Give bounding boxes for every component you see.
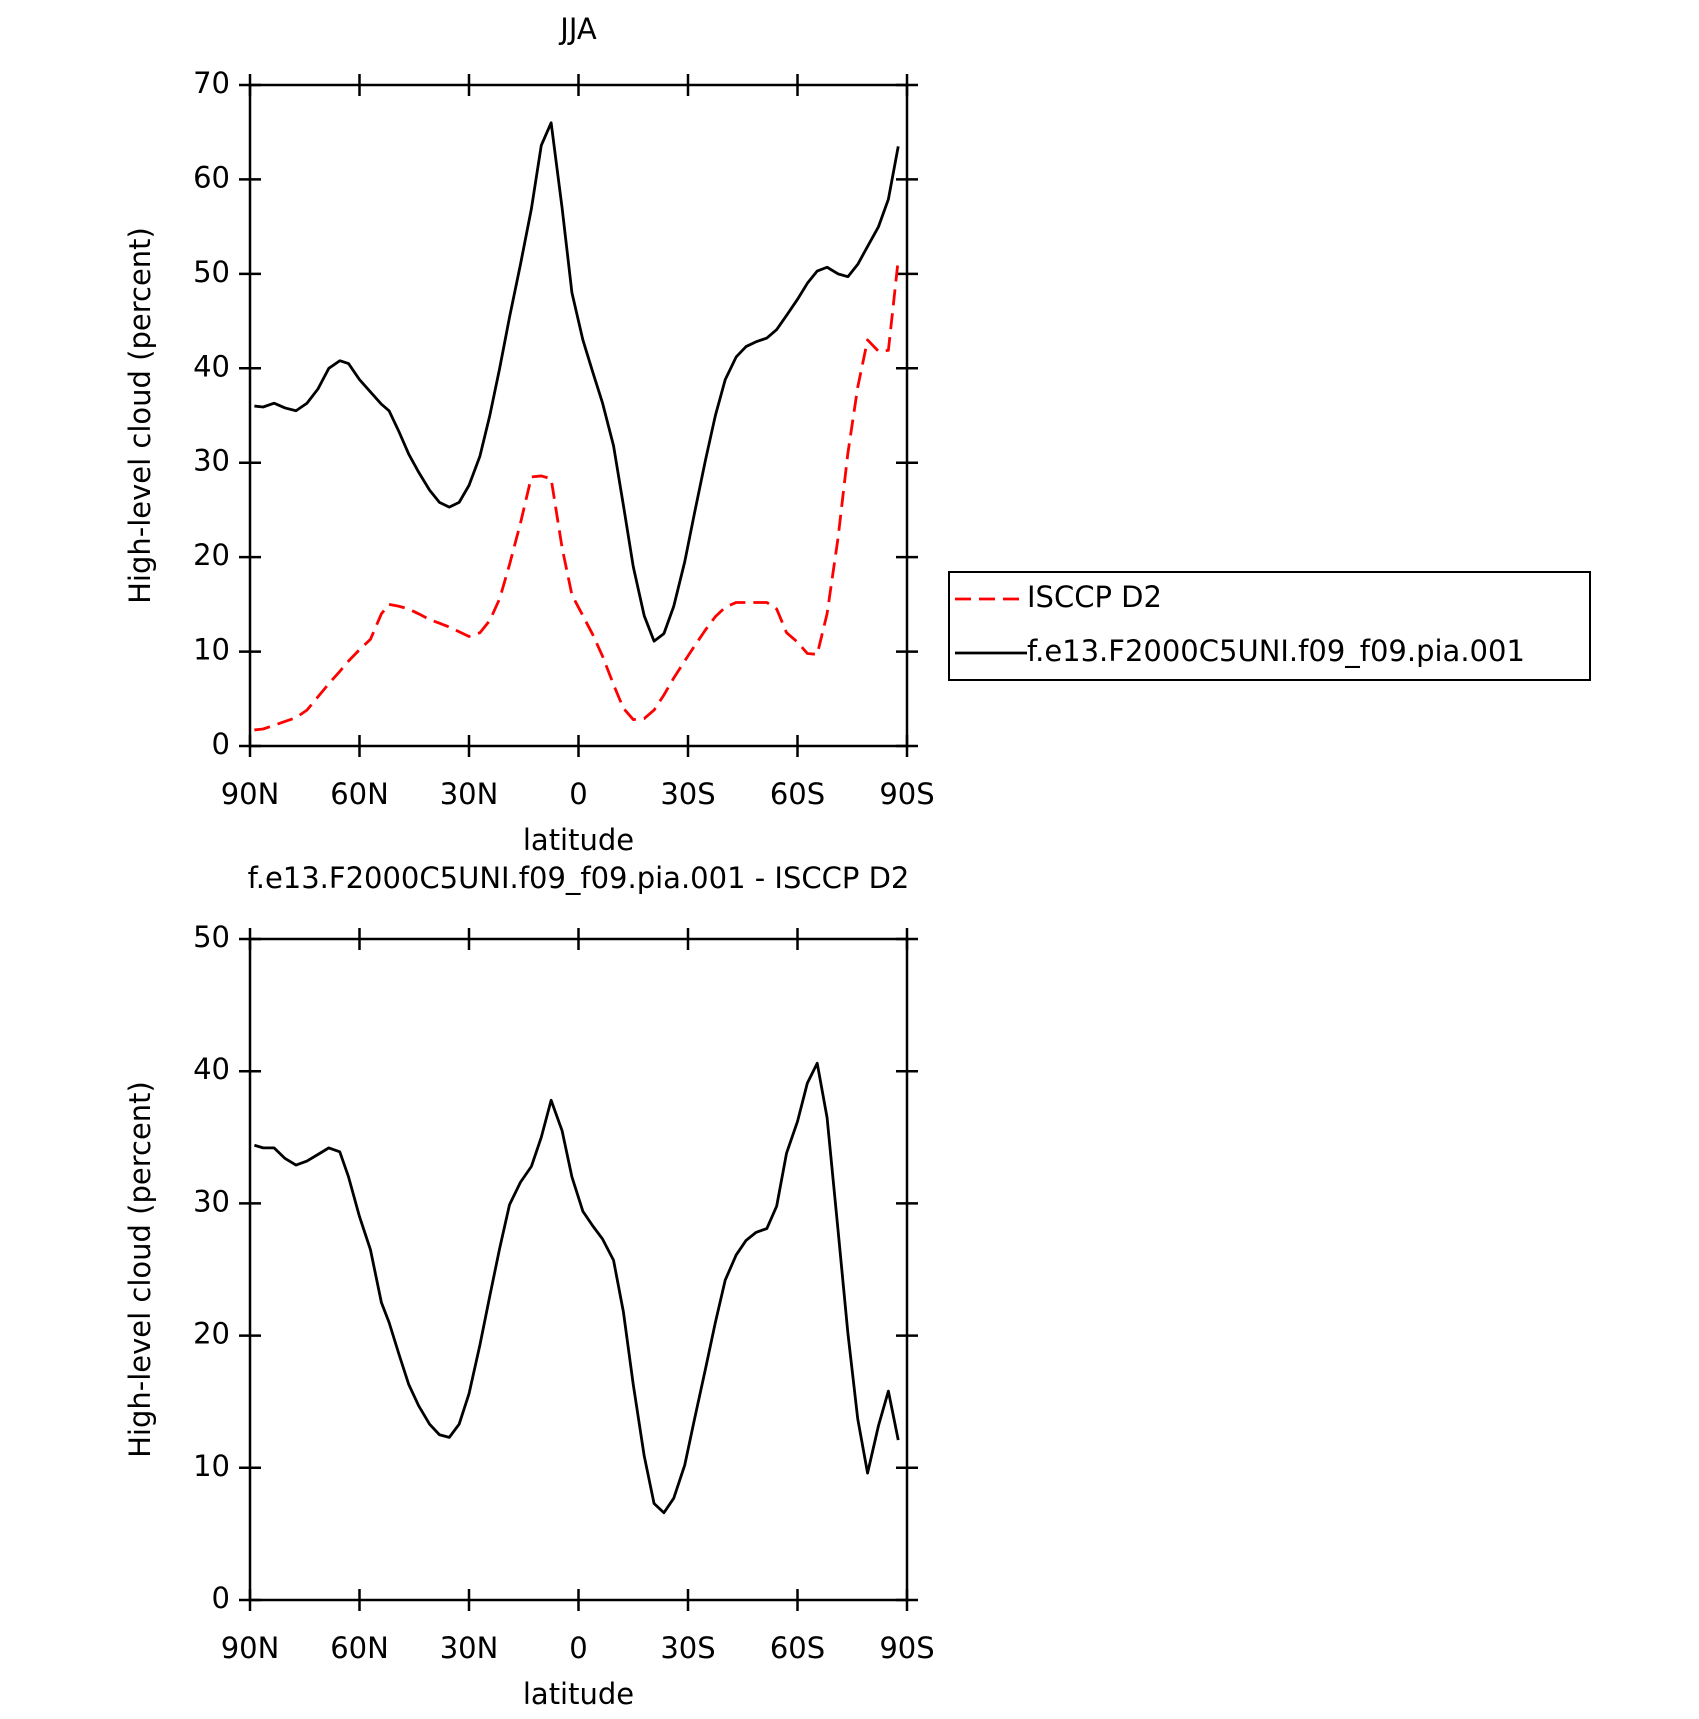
chart-title: f.e13.F2000C5UNI.f09_f09.pia.001 - ISCCP… xyxy=(248,861,910,895)
data-line xyxy=(254,121,900,643)
y-tick-label: 40 xyxy=(193,349,230,383)
x-tick-label: 60N xyxy=(330,1631,389,1665)
y-tick-label: 0 xyxy=(212,1581,230,1615)
legend-box xyxy=(948,571,1591,681)
x-tick-label: 0 xyxy=(569,1631,587,1665)
y-axis-label: High-level cloud (percent) xyxy=(123,1081,157,1458)
chart-title: JJA xyxy=(558,12,597,46)
x-tick-label: 90S xyxy=(879,1631,934,1665)
x-tick-label: 0 xyxy=(569,777,587,811)
x-tick-label: 90N xyxy=(221,1631,280,1665)
y-tick-label: 10 xyxy=(193,633,230,667)
x-axis-label: latitude xyxy=(523,823,634,857)
x-tick-label: 60N xyxy=(330,777,389,811)
y-tick-label: 20 xyxy=(193,538,230,572)
y-tick-label: 40 xyxy=(193,1052,230,1086)
x-tick-label: 30N xyxy=(440,777,499,811)
x-tick-label: 90N xyxy=(221,777,280,811)
y-tick-label: 70 xyxy=(193,66,230,100)
y-tick-label: 20 xyxy=(193,1317,230,1351)
x-tick-label: 30S xyxy=(660,1631,715,1665)
y-tick-label: 10 xyxy=(193,1449,230,1483)
x-tick-label: 30N xyxy=(440,1631,499,1665)
y-tick-label: 30 xyxy=(193,1184,230,1218)
x-tick-label: 90S xyxy=(879,777,934,811)
y-axis-label: High-level cloud (percent) xyxy=(123,227,157,604)
legend-label: ISCCP D2 xyxy=(1027,580,1162,614)
x-tick-label: 60S xyxy=(770,1631,825,1665)
y-tick-label: 30 xyxy=(193,444,230,478)
legend: ISCCP D2 f.e13.F2000C5UNI.f09_f09.pia.001 xyxy=(948,571,1591,681)
y-tick-label: 50 xyxy=(193,255,230,289)
x-tick-label: 30S xyxy=(660,777,715,811)
data-line xyxy=(254,259,900,732)
data-line xyxy=(253,1061,900,1515)
y-tick-label: 0 xyxy=(212,727,230,761)
y-tick-label: 50 xyxy=(193,920,230,954)
plot-frame xyxy=(248,83,909,748)
y-tick-label: 60 xyxy=(193,160,230,194)
x-tick-label: 60S xyxy=(770,777,825,811)
plot-frame xyxy=(248,937,909,1602)
legend-label: f.e13.F2000C5UNI.f09_f09.pia.001 xyxy=(1027,634,1525,668)
x-axis-label: latitude xyxy=(523,1677,634,1711)
